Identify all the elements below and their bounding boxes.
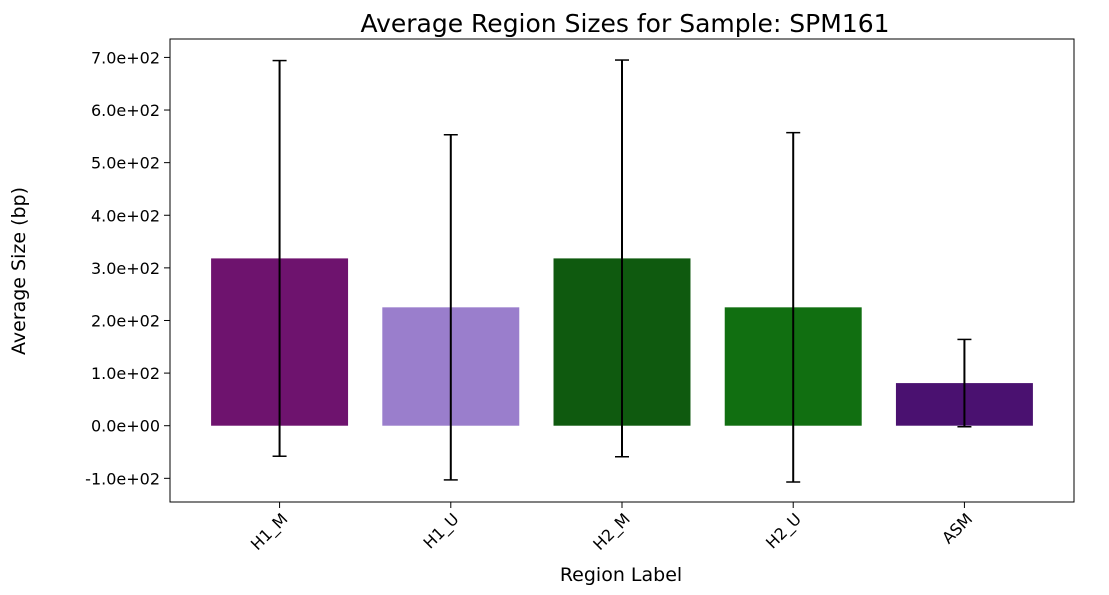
x-axis-label: Region Label — [560, 564, 682, 586]
y-tick-label: 6.0e+02 — [91, 101, 160, 120]
y-axis: -1.0e+02 0.0e+00 1.0e+02 2.0e+02 3.0e+02 4.0e… — [85, 48, 170, 488]
y-tick-label: 4.0e+02 — [91, 206, 160, 225]
x-tick-label: H1_M — [247, 509, 292, 554]
x-tick-label: H1_U — [420, 509, 464, 553]
x-tick-label: H2_M — [589, 509, 634, 554]
x-axis: H1_M H1_U H2_M H2_U ASM — [247, 502, 976, 555]
y-tick-label: 1.0e+02 — [91, 364, 160, 383]
y-axis-label: Average Size (bp) — [8, 187, 30, 355]
y-tick-label: -1.0e+02 — [85, 469, 160, 488]
plot-frame — [169, 38, 1075, 503]
y-tick-label: 3.0e+02 — [91, 259, 160, 278]
y-tick-label: 5.0e+02 — [91, 154, 160, 173]
x-tick-label: H2_U — [762, 509, 806, 553]
y-tick-label: 7.0e+02 — [91, 48, 160, 67]
y-tick-label: 2.0e+02 — [91, 311, 160, 330]
chart-title: Average Region Sizes for Sample: SPM161 — [360, 9, 889, 38]
y-tick-label: 0.0e+00 — [91, 417, 160, 436]
x-tick-label: ASM — [938, 509, 976, 547]
errorbars-group — [272, 59, 972, 483]
